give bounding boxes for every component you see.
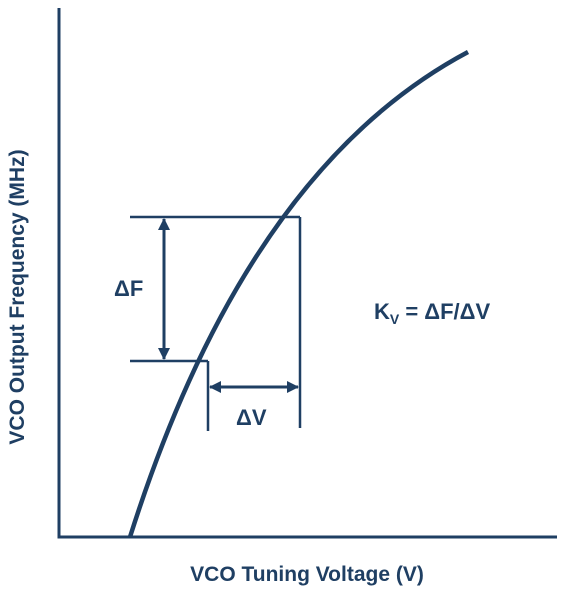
y-axis-label: VCO Output Frequency (MHz) <box>6 149 29 444</box>
delta-v-label: ΔV <box>236 405 267 430</box>
kv-formula-subscript: V <box>390 311 400 327</box>
kv-formula: KV = ΔF/ΔV <box>374 299 490 327</box>
tuning-curve <box>127 50 470 538</box>
kv-formula-rhs: = ΔF/ΔV <box>399 299 490 324</box>
x-axis-label: VCO Tuning Voltage (V) <box>190 563 424 586</box>
kv-formula-k: K <box>374 299 390 324</box>
delta-f-label: ΔF <box>114 276 143 301</box>
